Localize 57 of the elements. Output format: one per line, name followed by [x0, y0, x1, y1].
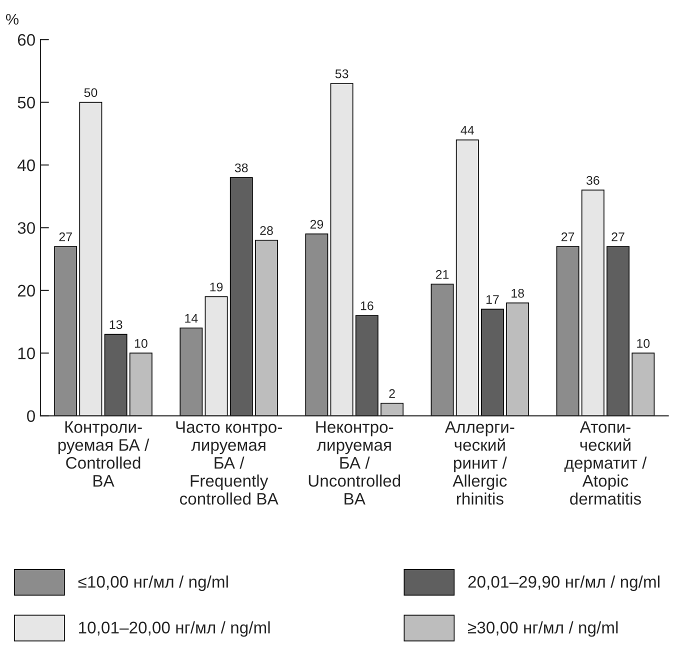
bar	[54, 246, 78, 416]
legend-label: ≤10,00 нг/мл / ng/ml	[78, 575, 228, 592]
x-tick-label: Атопи- ческий дерматит / Atopic dermatitis	[564, 421, 647, 505]
data-label: 27	[561, 232, 574, 242]
y-tick-label: 20	[18, 284, 35, 297]
bar	[330, 83, 354, 416]
y-tick-label: 40	[17, 159, 35, 172]
y-tick-label: 60	[18, 34, 35, 46]
x-tick-label: Неконтро- лируемая БА / Uncontrolled BA	[308, 421, 400, 505]
bar	[104, 334, 128, 416]
data-label: 27	[59, 232, 72, 242]
y-axis-title: %	[6, 14, 18, 25]
data-label: 10	[637, 339, 650, 348]
data-label: 13	[110, 320, 122, 330]
data-label: 18	[512, 288, 524, 298]
x-tick-label: Контроли- руемая БА / Controlled BA	[58, 421, 150, 487]
data-label: 36	[586, 176, 600, 185]
data-label: 17	[486, 295, 499, 304]
data-label: 44	[460, 126, 474, 135]
legend-label: ≥30,00 нг/мл / ng/ml	[468, 621, 618, 637]
x-tick-label: Аллерги- ческий ринит / Allergic rhinitis	[444, 421, 514, 505]
data-label: 16	[360, 301, 374, 310]
data-label: 29	[310, 220, 324, 229]
x-tick-label: Часто контро- лируемая БА / Frequently controlled BA	[176, 421, 282, 505]
bar	[204, 296, 228, 416]
legend-label: 10,01–20,00 нг/мл / ng/ml	[79, 621, 270, 637]
bar	[506, 302, 530, 416]
y-tick-label: 10	[18, 348, 35, 360]
data-label: 27	[612, 232, 624, 242]
bar	[581, 190, 604, 416]
data-label: 19	[210, 282, 223, 292]
data-label: 53	[335, 69, 348, 78]
bar	[430, 284, 454, 416]
bar	[79, 102, 102, 416]
bar	[355, 315, 378, 416]
data-label: 21	[436, 270, 449, 279]
data-label: 38	[234, 163, 248, 172]
bar	[380, 402, 404, 416]
bar	[180, 328, 203, 416]
data-label: 10	[134, 339, 148, 348]
data-label: 50	[84, 88, 98, 98]
bar	[632, 352, 655, 416]
bar	[230, 177, 253, 416]
bar	[606, 246, 630, 416]
y-tick-label: 50	[18, 96, 35, 109]
bar	[556, 246, 580, 416]
data-label: 2	[389, 389, 395, 398]
bar	[305, 234, 328, 416]
data-label: 14	[185, 314, 198, 323]
bar	[129, 352, 152, 416]
y-tick-label: 0	[27, 410, 35, 422]
data-label: 28	[260, 226, 273, 235]
y-tick-label: 30	[18, 222, 35, 234]
legend-label: 20,01–29,90 нг/мл / ng/ml	[468, 575, 660, 592]
bar	[255, 240, 278, 416]
bar	[481, 308, 504, 416]
bar	[456, 140, 479, 416]
